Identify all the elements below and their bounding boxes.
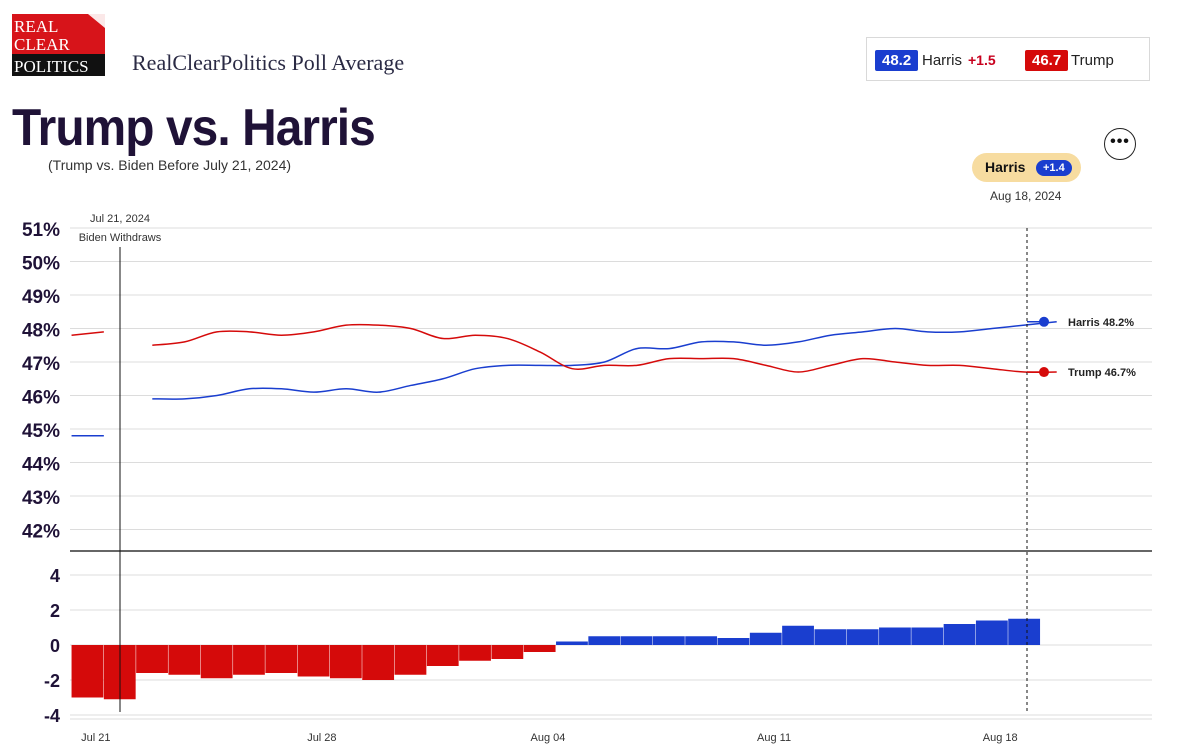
spread-bar-trump — [459, 645, 491, 661]
series-line-harris — [152, 321, 1057, 400]
logo-text-line: CLEAR — [14, 35, 70, 54]
spread-bar-harris — [749, 632, 782, 645]
harris-legend-label: Harris — [922, 52, 962, 69]
spread-bar-trump — [491, 645, 524, 659]
spread-bar-harris — [782, 625, 814, 645]
spread-bar-trump — [200, 645, 233, 679]
spread-bar-harris — [911, 627, 944, 645]
spread-y-tick-label: 2 — [50, 601, 60, 621]
y-tick-label: 50% — [22, 254, 60, 275]
annotation-text: Biden Withdraws — [79, 232, 162, 244]
spread-bar-trump — [168, 645, 201, 675]
annotation-date: Jul 21, 2024 — [90, 213, 150, 225]
y-tick-label: 47% — [22, 354, 60, 375]
brand-subtitle: RealClearPolitics Poll Average — [132, 50, 405, 75]
y-tick-label: 48% — [22, 321, 60, 342]
trump-pre-line — [71, 331, 104, 336]
leader-spread-badge: +1.4 — [1036, 160, 1072, 176]
spread-bar-trump — [394, 645, 427, 675]
spread-y-tick-label: -2 — [44, 671, 60, 691]
y-tick-label: 44% — [22, 455, 60, 476]
spread-bar-harris — [1008, 618, 1041, 645]
spread-bar-trump — [329, 645, 362, 679]
ellipsis-icon: ••• — [1110, 133, 1130, 150]
logo-text-line: REAL — [14, 17, 58, 36]
page-title: Trump vs. Harris — [12, 99, 376, 157]
y-tick-label: 49% — [22, 287, 60, 308]
x-tick-label: Aug 11 — [757, 732, 791, 744]
spread-bar-harris — [814, 629, 847, 645]
y-tick-label: 43% — [22, 488, 60, 509]
spread-bar-trump — [297, 645, 330, 677]
spread-bar-trump — [71, 645, 104, 698]
x-tick-label: Aug 18 — [983, 732, 1018, 744]
trump-end-dot — [1039, 367, 1049, 378]
spread-bar-trump — [362, 645, 395, 680]
y-tick-label: 45% — [22, 421, 60, 442]
spread-y-tick-label: -4 — [44, 706, 60, 726]
spread-bar-harris — [717, 638, 750, 645]
x-tick-label: Aug 04 — [531, 732, 566, 744]
spread-bar-harris — [879, 627, 911, 645]
poll-legend: 48.2 Harris +1.5 46.7 Trump — [866, 37, 1150, 81]
spread-bar-harris — [556, 641, 588, 645]
spread-bar-trump — [426, 645, 459, 666]
more-options-button[interactable]: ••• — [1104, 128, 1136, 160]
spread-y-tick-label: 0 — [50, 636, 60, 656]
page-subtitle: (Trump vs. Biden Before July 21, 2024) — [48, 157, 292, 173]
spread-bar-harris — [652, 636, 685, 645]
spread-bar-harris — [685, 636, 718, 645]
spread-bar-harris — [975, 620, 1008, 645]
x-tick-label: Jul 28 — [307, 732, 336, 744]
spread-bar-harris — [620, 636, 653, 645]
spread-bar-harris — [588, 636, 621, 645]
spread-bar-harris — [846, 629, 879, 645]
series-line-trump — [152, 323, 1057, 374]
spread-bar-trump — [136, 645, 168, 673]
logo-text-line: POLITICS — [14, 57, 89, 76]
spread-bar-harris — [943, 624, 976, 645]
y-tick-label: 51% — [22, 220, 60, 241]
y-tick-label: 42% — [22, 522, 60, 543]
harris-spread: +1.5 — [968, 52, 996, 68]
leader-date: Aug 18, 2024 — [990, 189, 1062, 203]
harris-end-label: Harris 48.2% — [1068, 317, 1134, 329]
leader-pill: Harris +1.4 — [972, 153, 1081, 182]
x-tick-label: Jul 21 — [81, 732, 110, 744]
rcp-logo[interactable]: REAL CLEAR POLITICS — [12, 14, 105, 76]
trump-legend-label: Trump — [1071, 52, 1114, 69]
spread-y-tick-label: 4 — [50, 566, 60, 586]
y-tick-label: 46% — [22, 388, 60, 409]
spread-bar-trump — [233, 645, 265, 675]
spread-bar-trump — [265, 645, 298, 673]
harris-end-dot — [1039, 316, 1049, 327]
trump-end-label: Trump 46.7% — [1068, 367, 1136, 379]
harris-value-badge: 48.2 — [875, 50, 919, 71]
trump-value-badge: 46.7 — [1025, 50, 1069, 71]
spread-bar-trump — [523, 645, 556, 652]
leader-name: Harris — [985, 159, 1026, 175]
